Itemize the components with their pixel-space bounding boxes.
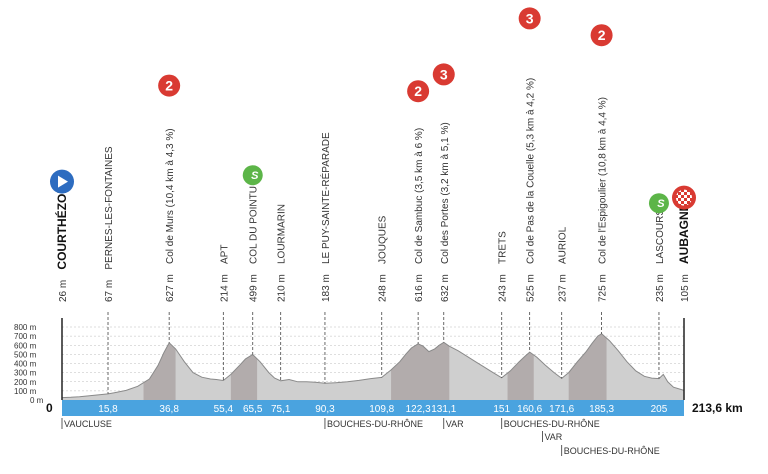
climb-shade — [143, 333, 176, 400]
altitude-label: 67 m — [104, 280, 115, 302]
climb-category-badge: 3 — [518, 7, 541, 30]
climb-badge-circle — [407, 80, 430, 103]
climb-category-number: 2 — [598, 27, 606, 43]
climb-badge-circle — [432, 63, 455, 86]
place-name-label: AUBAGNE — [677, 203, 691, 264]
sprint-badge: S — [648, 193, 669, 214]
place-name-label: Col de l'Espigoulier (10,8 km à 4,4 %) — [598, 97, 609, 264]
y-tick-label: 100 m — [14, 387, 37, 396]
km-label: 185,3 — [589, 404, 614, 415]
km-label: 151 — [493, 404, 510, 415]
climb-shade — [230, 333, 258, 400]
place-name-label: Col de Sambuc (3,5 km à 6 %) — [414, 128, 425, 264]
climb-badge-circle — [590, 24, 613, 47]
altitude-label: 499 m — [249, 274, 260, 302]
altitude-label: 627 m — [165, 274, 176, 302]
place-name-label: PERNES-LES-FONTAINES — [104, 146, 115, 269]
y-tick-label: 700 m — [14, 332, 37, 341]
place-name-label: TRETS — [498, 231, 509, 264]
km-label: 160,6 — [517, 404, 542, 415]
checkered-flag-icon — [676, 189, 692, 206]
place-name-label: Col de Murs (10,4 km à 4,3 %) — [165, 128, 176, 264]
altitude-label: 237 m — [558, 274, 569, 302]
altitude-label: 26 m — [58, 280, 69, 302]
climb-shade — [391, 333, 450, 400]
km-label: 90,3 — [315, 404, 335, 415]
sprint-badge-circle — [648, 193, 669, 214]
y-tick-label: 0 m — [30, 396, 44, 405]
km-bar — [62, 400, 684, 416]
y-tick-label: 300 m — [14, 369, 37, 378]
km-label: 65,5 — [243, 404, 263, 415]
y-tick-label: 200 m — [14, 378, 37, 387]
region-label: VAR — [544, 432, 562, 442]
climb-badge-circle — [518, 7, 541, 30]
climb-shade — [507, 333, 534, 400]
altitude-label: 214 m — [219, 274, 230, 302]
climb-category-badge: 3 — [432, 63, 455, 86]
climb-category-number: 3 — [526, 10, 534, 26]
altitude-label: 183 m — [321, 274, 332, 302]
place-name-label: AURIOL — [558, 226, 569, 264]
region-label: VAR — [446, 419, 464, 429]
altitude-label: 248 m — [378, 274, 389, 302]
region-label: BOUCHES-DU-RHÔNE — [504, 419, 600, 429]
climb-shade — [568, 333, 607, 400]
region-label: VAUCLUSE — [64, 419, 112, 429]
km-label: 122,3 — [406, 404, 431, 415]
place-name-label: APT — [219, 245, 230, 264]
km-label: 55,4 — [214, 404, 234, 415]
sprint-badge: S — [242, 165, 263, 186]
place-name-label: LOURMARIN — [277, 204, 288, 264]
altitude-label: 725 m — [598, 274, 609, 302]
km-label: 109,8 — [369, 404, 394, 415]
altitude-label: 235 m — [655, 274, 666, 302]
place-name-label: COURTHÉZON — [54, 185, 69, 270]
climb-category-number: 2 — [414, 83, 422, 99]
play-icon — [58, 175, 68, 188]
km-label: 15,8 — [98, 404, 118, 415]
altitude-label: 210 m — [277, 274, 288, 302]
km-label: 171,6 — [549, 404, 574, 415]
start-badge — [50, 169, 74, 194]
region-label: BOUCHES-DU-RHÔNE — [564, 446, 660, 456]
region-label: BOUCHES-DU-RHÔNE — [327, 419, 423, 429]
altitude-label: 243 m — [498, 274, 509, 302]
place-name-label: Col des Portes (3,2 km à 5,1 %) — [440, 122, 451, 264]
altitude-label: 525 m — [526, 274, 537, 302]
km-label: 36,8 — [159, 404, 179, 415]
profile-line — [61, 333, 685, 399]
climb-category-badge: 2 — [590, 24, 613, 47]
y-tick-label: 500 m — [14, 350, 37, 359]
place-name-label: JOUQUES — [378, 215, 389, 264]
climb-category-badge: 2 — [407, 80, 430, 103]
start-km-label: 0 — [46, 401, 53, 415]
altitude-label: 616 m — [414, 274, 425, 302]
place-name-label: Col de Pas de la Couelle (5,3 km à 4,2 %… — [526, 78, 537, 264]
climb-category-number: 2 — [165, 78, 173, 94]
sprint-badge-circle — [242, 165, 263, 186]
finish-badge — [672, 185, 696, 210]
km-label: 205 — [651, 404, 668, 415]
km-label: 131,1 — [431, 404, 456, 415]
km-label: 75,1 — [271, 404, 291, 415]
place-name-label: LASCOURS — [655, 209, 666, 264]
climb-category-badge: 2 — [158, 74, 181, 97]
sprint-symbol: S — [657, 198, 665, 210]
climb-badge-circle — [158, 74, 181, 97]
sprint-symbol: S — [251, 170, 259, 182]
total-distance-label: 213,6 km — [692, 401, 743, 415]
y-tick-label: 800 m — [14, 323, 37, 332]
altitude-label: 105 m — [680, 274, 691, 302]
altitude-label: 632 m — [440, 274, 451, 302]
y-tick-label: 400 m — [14, 360, 37, 369]
place-name-label: LE PUY-SAINTE-RÉPARADE — [319, 132, 332, 264]
place-name-label: COL DU POINTU — [249, 186, 260, 264]
y-tick-label: 600 m — [14, 341, 37, 350]
climb-category-number: 3 — [440, 66, 448, 82]
